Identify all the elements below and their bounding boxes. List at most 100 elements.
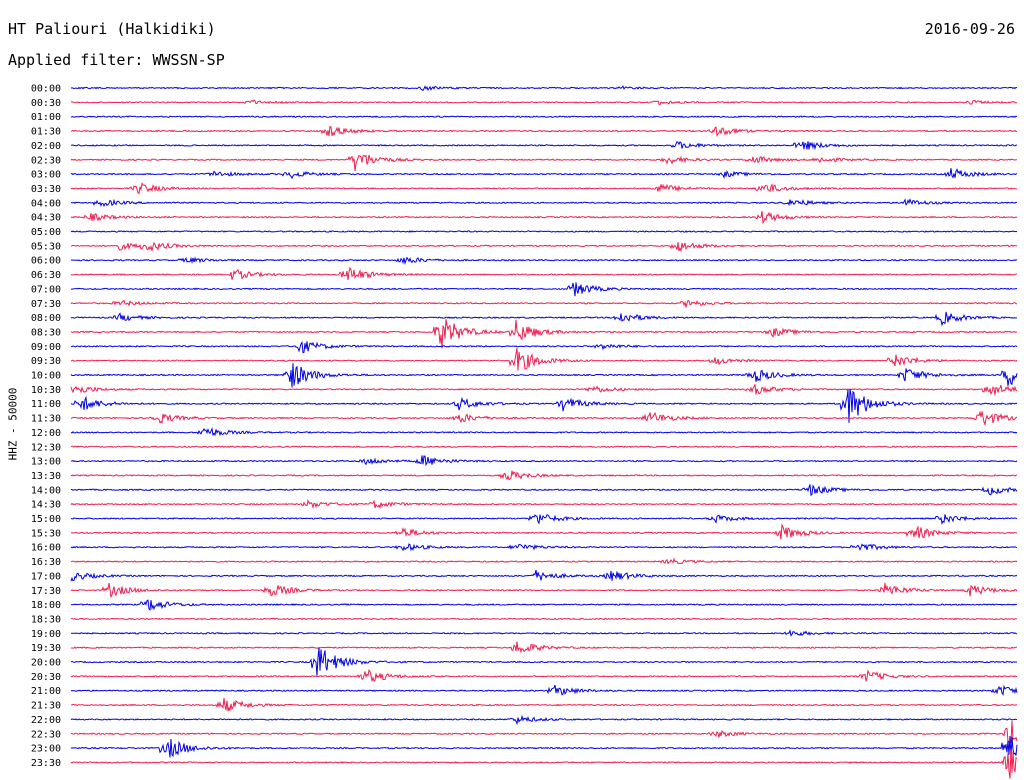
row-time-label: 16:30 [31,557,61,568]
trace-row [70,85,1018,92]
trace-row [70,99,1018,106]
record-date: 2016-09-26 [924,20,1015,38]
trace-row [70,629,1018,637]
row-time-label: 03:30 [31,184,61,195]
row-time-label: 14:30 [31,500,61,511]
trace-row [70,599,1018,611]
row-time-label: 15:30 [31,528,61,539]
station-title: HT Paliouri (Halkidiki) [8,20,216,38]
row-time-label: 21:00 [31,686,61,697]
trace-row [70,410,1018,427]
row-time-label: 01:00 [31,112,61,123]
row-time-label: 06:30 [31,270,61,281]
row-time-label: 09:00 [31,342,61,353]
trace-row [70,389,1018,423]
trace-row [71,641,1018,654]
trace-row [70,514,1018,526]
trace-row [70,384,1018,396]
row-time-label: 22:30 [31,729,61,740]
trace-row [70,647,1018,676]
row-time-label: 18:30 [31,614,61,625]
row-time-label: 13:30 [31,471,61,482]
trace-row [70,669,1018,682]
trace-row [70,125,1017,137]
trace-row [70,714,1018,726]
trace-row [70,455,1018,467]
trace-row [70,582,1018,599]
trace-row [70,230,1018,233]
trace-row [70,168,1018,180]
trace-row [70,299,1017,308]
trace-row [70,684,1018,697]
trace-row [70,445,1017,449]
row-time-label: 06:00 [31,256,61,267]
trace-row [70,470,1018,481]
row-time-label: 10:00 [31,371,61,382]
row-time-label: 02:30 [31,155,61,166]
row-time-label: 01:30 [31,127,61,138]
row-time-label: 16:00 [31,543,61,554]
row-time-label: 05:30 [31,241,61,252]
row-time-label: 10:30 [31,385,61,396]
row-time-label: 08:30 [31,327,61,338]
trace-row [70,720,1018,744]
trace-row [70,198,1018,208]
row-time-label: 19:00 [31,629,61,640]
trace-row [70,341,1018,354]
trace-row [70,569,1018,582]
row-time-label: 12:30 [31,442,61,453]
trace-row [70,311,1018,327]
trace-row [70,241,1018,253]
row-time-label: 09:30 [31,356,61,367]
trace-row [70,182,1018,195]
row-time-label: 08:00 [31,313,61,324]
row-time-label: 14:00 [31,485,61,496]
filter-label: Applied filter: WWSSN-SP [8,51,225,69]
trace-row [70,617,1017,621]
trace-row [70,115,1018,119]
row-time-label: 18:00 [31,600,61,611]
row-time-label: 23:30 [31,758,61,769]
row-time-label: 12:00 [31,428,61,439]
row-time-label: 07:00 [31,284,61,295]
trace-row [70,543,1018,552]
trace-row [70,523,1018,540]
row-time-label: 23:00 [31,744,61,755]
trace-row [70,698,1018,712]
row-time-label: 03:00 [31,170,61,181]
row-time-label: 07:30 [31,299,61,310]
row-time-label: 17:00 [31,571,61,582]
row-time-label: 04:30 [31,213,61,224]
trace-row [70,348,1018,371]
row-time-label: 15:00 [31,514,61,525]
trace-row [70,748,1018,779]
row-time-label: 02:00 [31,141,61,152]
row-time-label: 00:00 [31,84,61,95]
row-time-label: 22:00 [31,715,61,726]
trace-row [70,282,1018,297]
row-time-label: 21:30 [31,701,61,712]
trace-row [70,499,1018,510]
trace-row [70,256,1018,266]
row-time-label: 20:00 [31,658,61,669]
trace-row [70,141,1018,151]
row-time-label: 00:30 [31,98,61,109]
row-time-label: 11:30 [31,414,61,425]
trace-row [70,266,1017,280]
row-time-label: 11:00 [31,399,61,410]
row-time-label: 20:30 [31,672,61,683]
trace-row [70,319,1018,349]
trace-row [70,363,1018,388]
trace-row [70,557,1018,565]
row-time-label: 19:30 [31,643,61,654]
trace-row [70,427,1018,437]
trace-row [70,735,1018,760]
row-time-label: 05:00 [31,227,61,238]
trace-row [70,154,1018,172]
trace-row [70,211,1018,225]
row-time-label: 04:00 [31,198,61,209]
trace-row [71,484,1018,497]
row-time-label: 13:00 [31,457,61,468]
row-time-label: 17:30 [31,586,61,597]
